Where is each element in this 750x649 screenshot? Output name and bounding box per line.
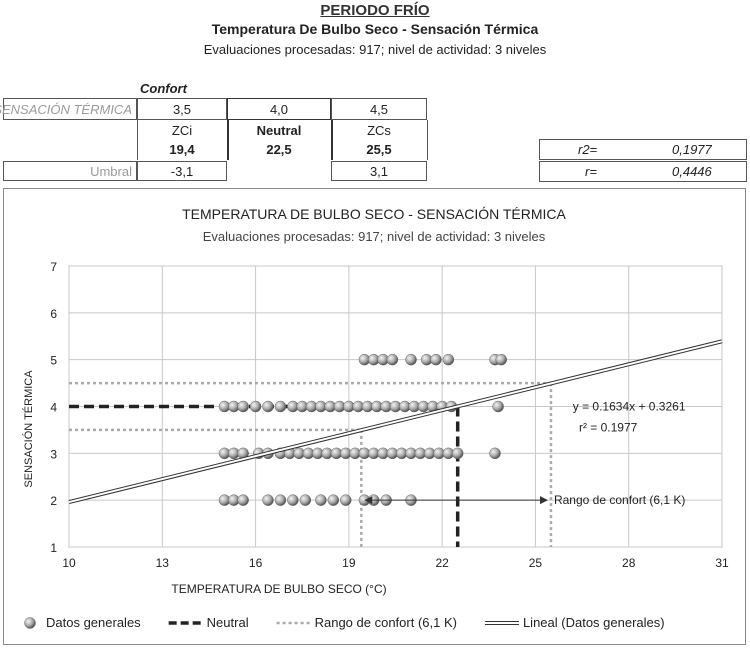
data-point-7: [315, 494, 327, 506]
data-point-39: [489, 447, 501, 460]
x-tick-label-1: 13: [156, 556, 170, 570]
main-title: Temperatura De Bulbo Seco - Sensación Té…: [211, 21, 539, 37]
umbral-high: 3,1: [331, 161, 427, 181]
x-tick-label-5: 25: [529, 556, 543, 570]
chart-title: TEMPERATURA DE BULBO SECO - SENSACIÓN TÉ…: [182, 206, 566, 222]
zone-label-zcs: ZCs: [367, 122, 391, 138]
data-point-2: [237, 494, 249, 506]
y-axis-label: SENSACIÓN TÉRMICA: [22, 370, 35, 488]
sensacion-label: SENSACIÓN TÉRMICA: [0, 98, 137, 120]
r2-value: 0,1977: [672, 142, 712, 157]
data-point-8: [327, 494, 340, 506]
legend-label-1: Neutral: [207, 615, 249, 630]
confort-label: Confort: [140, 80, 187, 96]
scatter-chart: TEMPERATURA DE BULBO SECO - SENSACIÓN TÉ…: [22, 206, 729, 630]
zone-temp-zci: 19,4: [169, 142, 195, 157]
r-box: r= 0,4446: [539, 161, 747, 182]
x-tick-label-6: 28: [622, 556, 636, 570]
x-axis-label: TEMPERATURA DE BULBO SECO (°C): [171, 582, 386, 596]
trend-line: [68, 339, 723, 504]
x-tick-label-3: 19: [342, 556, 356, 570]
table-divider-mid-right: [331, 120, 333, 160]
legend-marker-0: [24, 617, 36, 629]
zone-label-zci: ZCi: [171, 122, 193, 138]
legend-label-0: Datos generales: [46, 615, 141, 630]
y-tick-label-4: 5: [50, 354, 57, 368]
x-tick-label-0: 10: [62, 556, 76, 570]
r2-label: r2=: [578, 142, 598, 157]
legend-label-3: Lineal (Datos generales): [523, 615, 665, 630]
legend-label-2: Rango de confort (6,1 K): [315, 615, 457, 630]
data-point-72: [442, 353, 455, 366]
table-divider-left: [137, 120, 138, 160]
y-tick-label-0: 1: [50, 541, 57, 555]
x-tick-label-4: 22: [435, 556, 449, 570]
data-point-4: [274, 494, 287, 506]
data-point-69: [405, 353, 417, 366]
data-point-38: [451, 447, 464, 460]
zone-temp-neutral: 22,5: [266, 142, 292, 157]
data-point-5: [287, 494, 299, 506]
zone-temp-zcs: 25,5: [366, 142, 392, 157]
data-point-74: [495, 353, 507, 366]
data-point-9: [339, 494, 352, 506]
chart-legend: Datos generales Neutral Rango de confort (…: [24, 615, 665, 630]
zone-label-neutral: Neutral: [256, 122, 302, 138]
sensacion-high: 4,5: [331, 98, 427, 120]
chart-annotations: y = 0.1634x + 0.3261 r² = 0.1977 Rango de …: [364, 400, 686, 507]
chart-frame: TEMPERATURA DE BULBO SECO - SENSACIÓN TÉ…: [3, 188, 746, 645]
table-divider-right: [427, 120, 428, 160]
header-subtitle: Evaluaciones procesadas: 917; nivel de a…: [203, 42, 547, 57]
y-tick-label-5: 6: [50, 307, 57, 321]
data-point-3: [262, 494, 274, 506]
data-point-44: [262, 400, 274, 413]
y-tick-label-1: 2: [50, 494, 57, 508]
r-value: 0,4446: [672, 164, 712, 179]
trend-line-inner: [68, 340, 723, 504]
y-tick-label-6: 7: [50, 260, 57, 274]
r-label: r=: [585, 164, 597, 179]
y-tick-label-3: 4: [50, 401, 57, 415]
sensacion-low: 3,5: [137, 98, 227, 120]
chart-subtitle: Evaluaciones procesadas: 917; nivel de a…: [203, 229, 546, 244]
data-point-43: [249, 400, 262, 413]
data-point-71: [430, 353, 442, 366]
y-tick-label-2: 3: [50, 447, 57, 461]
data-point-68: [386, 353, 399, 366]
x-tick-label-7: 31: [715, 556, 729, 570]
sensacion-neutral: 4,0: [227, 98, 331, 120]
trend-r2: r² = 0.1977: [579, 421, 638, 435]
table-divider-mid-left: [227, 120, 229, 160]
trend-equation: y = 0.1634x + 0.3261: [573, 400, 686, 414]
data-point-6: [299, 494, 312, 506]
data-point-42: [237, 400, 249, 413]
comfort-range-label: Rango de confort (6,1 K): [554, 493, 685, 507]
umbral-low: -3,1: [137, 161, 227, 181]
period-title: PERIODO FRÍO: [320, 2, 430, 19]
x-axis-ticks: 10 13 16 19 22 25 28 31: [62, 556, 729, 570]
umbral-label: Umbral: [3, 161, 137, 181]
r2-box: r2= 0,1977: [539, 139, 747, 160]
x-tick-label-2: 16: [249, 556, 263, 570]
y-axis-ticks: 1 2 3 4 5 6 7: [50, 260, 57, 555]
data-point-64: [492, 400, 504, 413]
data-point-45: [274, 400, 287, 413]
